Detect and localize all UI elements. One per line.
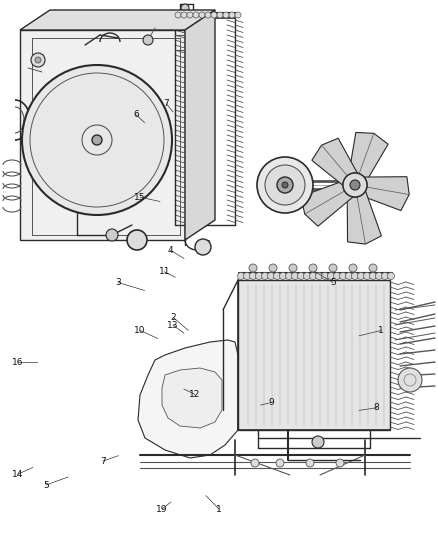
Circle shape xyxy=(381,272,389,279)
Text: 7: 7 xyxy=(163,100,170,108)
Circle shape xyxy=(106,229,118,241)
Circle shape xyxy=(315,272,322,279)
Circle shape xyxy=(195,239,211,255)
Text: 1: 1 xyxy=(378,326,384,335)
Circle shape xyxy=(265,165,305,205)
Text: 11: 11 xyxy=(159,268,170,276)
Circle shape xyxy=(269,264,277,272)
Circle shape xyxy=(312,436,324,448)
Circle shape xyxy=(277,177,293,193)
Circle shape xyxy=(364,272,371,279)
Circle shape xyxy=(339,272,346,279)
Circle shape xyxy=(92,135,102,145)
Polygon shape xyxy=(162,368,222,428)
Circle shape xyxy=(292,272,299,279)
Circle shape xyxy=(329,264,337,272)
Circle shape xyxy=(257,157,313,213)
Circle shape xyxy=(211,12,217,18)
Text: 16: 16 xyxy=(12,358,23,367)
Circle shape xyxy=(289,264,297,272)
Circle shape xyxy=(328,272,335,279)
Circle shape xyxy=(249,264,257,272)
Circle shape xyxy=(127,230,147,250)
Text: 5: 5 xyxy=(43,481,49,489)
Circle shape xyxy=(343,173,367,197)
Circle shape xyxy=(193,12,199,18)
Text: 9: 9 xyxy=(268,398,275,407)
Circle shape xyxy=(223,12,229,18)
Circle shape xyxy=(22,65,172,215)
Circle shape xyxy=(286,272,293,279)
Text: 8: 8 xyxy=(374,403,380,412)
Circle shape xyxy=(143,35,153,45)
Circle shape xyxy=(255,272,262,279)
Circle shape xyxy=(321,272,328,279)
Circle shape xyxy=(375,272,382,279)
Circle shape xyxy=(306,459,314,467)
Circle shape xyxy=(237,272,244,279)
Circle shape xyxy=(217,12,223,18)
Circle shape xyxy=(261,272,268,279)
Circle shape xyxy=(336,459,344,467)
Polygon shape xyxy=(138,340,238,458)
Polygon shape xyxy=(185,10,215,240)
Circle shape xyxy=(251,459,259,467)
Text: 7: 7 xyxy=(100,457,106,465)
Circle shape xyxy=(268,272,275,279)
Circle shape xyxy=(369,264,377,272)
Circle shape xyxy=(297,272,304,279)
Polygon shape xyxy=(347,132,388,188)
Circle shape xyxy=(181,12,187,18)
Circle shape xyxy=(350,180,360,190)
Circle shape xyxy=(388,272,395,279)
Circle shape xyxy=(181,4,189,12)
Text: 1: 1 xyxy=(216,505,222,513)
Circle shape xyxy=(361,181,369,189)
Text: 3: 3 xyxy=(115,278,121,287)
Text: 13: 13 xyxy=(167,321,179,329)
Circle shape xyxy=(175,12,181,18)
Circle shape xyxy=(31,53,45,67)
Polygon shape xyxy=(20,10,215,30)
Text: 2: 2 xyxy=(170,313,176,321)
Circle shape xyxy=(349,264,357,272)
Circle shape xyxy=(333,272,340,279)
Polygon shape xyxy=(347,183,381,244)
Circle shape xyxy=(276,459,284,467)
Polygon shape xyxy=(20,30,185,240)
Polygon shape xyxy=(353,177,409,211)
Circle shape xyxy=(309,264,317,272)
Circle shape xyxy=(352,272,358,279)
Circle shape xyxy=(398,368,422,392)
Text: 6: 6 xyxy=(133,110,139,119)
Circle shape xyxy=(282,182,288,188)
Text: 10: 10 xyxy=(134,326,146,335)
Text: 14: 14 xyxy=(12,470,23,479)
Circle shape xyxy=(346,272,353,279)
Circle shape xyxy=(350,180,360,190)
Circle shape xyxy=(229,12,235,18)
Circle shape xyxy=(244,272,251,279)
Text: 5: 5 xyxy=(330,278,336,287)
Circle shape xyxy=(235,12,241,18)
Text: 19: 19 xyxy=(156,505,168,513)
Circle shape xyxy=(273,272,280,279)
Circle shape xyxy=(370,272,377,279)
Circle shape xyxy=(310,272,317,279)
Circle shape xyxy=(357,272,364,279)
Circle shape xyxy=(279,272,286,279)
Circle shape xyxy=(205,12,211,18)
Polygon shape xyxy=(238,280,390,430)
Text: 4: 4 xyxy=(168,246,173,255)
Circle shape xyxy=(199,12,205,18)
Polygon shape xyxy=(312,138,361,190)
Text: 15: 15 xyxy=(134,193,146,201)
Circle shape xyxy=(187,12,193,18)
Text: 12: 12 xyxy=(189,390,201,399)
Polygon shape xyxy=(301,178,359,226)
Circle shape xyxy=(250,272,257,279)
Circle shape xyxy=(343,173,367,197)
Circle shape xyxy=(35,57,41,63)
Circle shape xyxy=(304,272,311,279)
